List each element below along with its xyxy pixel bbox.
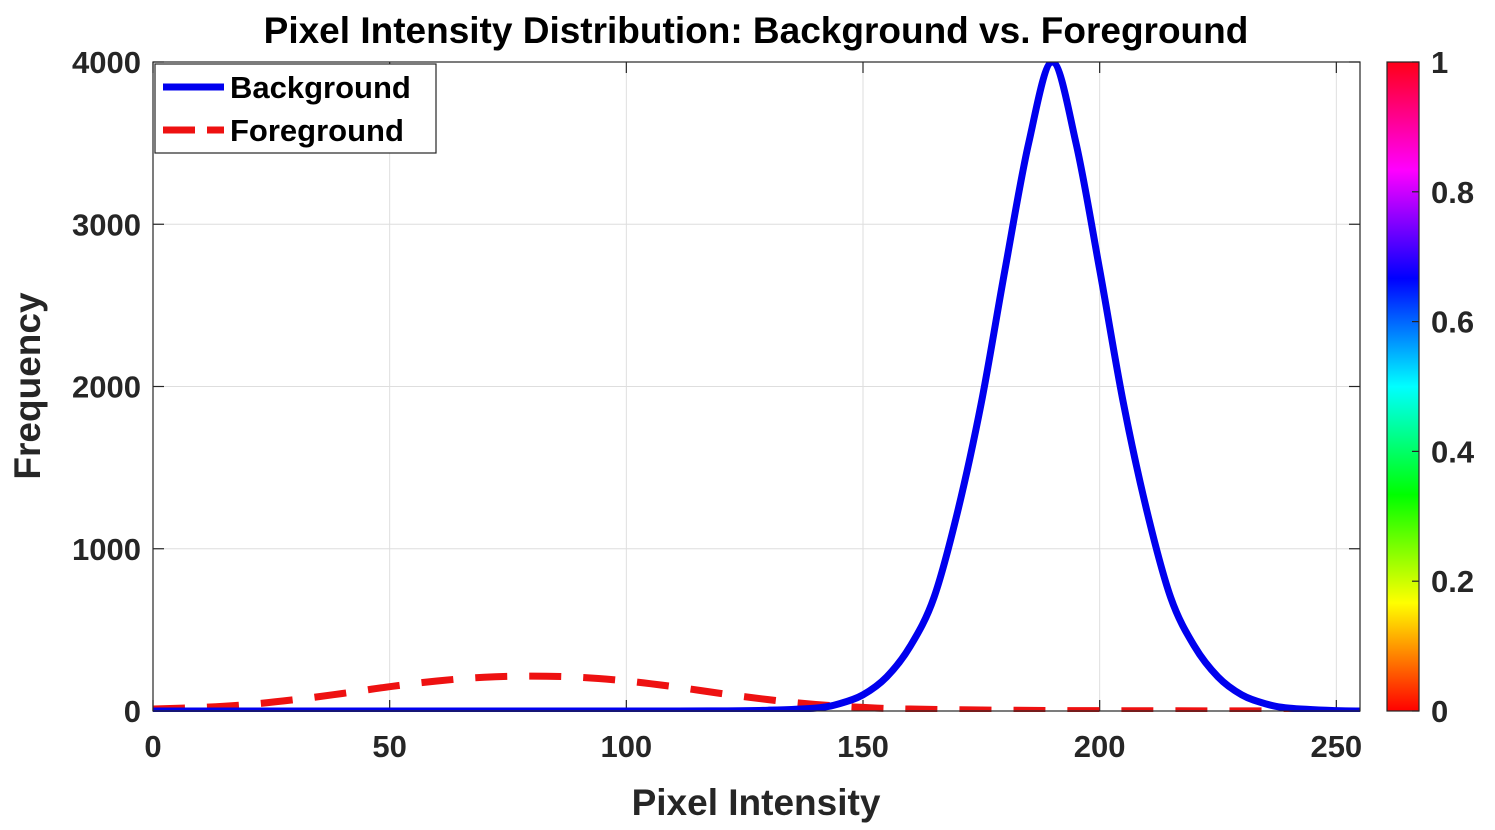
colorbar-gradient	[1386, 61, 1420, 712]
colorbar-tick-label: 0.2	[1431, 564, 1474, 599]
colorbar-tick-label: 0	[1431, 694, 1448, 729]
colorbar: 0 0.2 0.4 0.6 0.8 1	[1386, 45, 1475, 729]
series-line-background	[153, 62, 1360, 712]
x-axis-label: Pixel Intensity	[632, 782, 881, 823]
legend-box	[154, 63, 437, 154]
y-tick-labels: 0 1000 2000 3000 4000	[72, 45, 141, 729]
series-line-foreground	[153, 672, 1360, 712]
y-tick-label: 4000	[72, 45, 141, 80]
y-axis-label: Frequency	[7, 292, 48, 480]
x-tick-label: 50	[372, 729, 406, 764]
x-tick-label: 100	[600, 729, 652, 764]
colorbar-tick-label: 0.8	[1431, 175, 1474, 210]
y-tick-label: 1000	[72, 532, 141, 567]
x-tick-label: 150	[837, 729, 889, 764]
y-tick-label: 3000	[72, 207, 141, 242]
colorbar-tick-marks	[1412, 61, 1419, 712]
axes-frame	[152, 61, 1361, 712]
colorbar-tick-label: 0.6	[1431, 305, 1474, 340]
x-tick-label: 200	[1074, 729, 1126, 764]
y-tick-label: 2000	[72, 370, 141, 405]
legend-label-background: Background	[230, 70, 411, 105]
colorbar-tick-label: 1	[1431, 45, 1448, 80]
legend: Background Foreground	[154, 63, 437, 154]
colorbar-tick-labels: 0 0.2 0.4 0.6 0.8 1	[1431, 45, 1475, 729]
legend-label-foreground: Foreground	[230, 113, 404, 148]
colorbar-tick-label: 0.4	[1431, 434, 1475, 469]
x-tick-label: 250	[1310, 729, 1362, 764]
chart-title: Pixel Intensity Distribution: Background…	[264, 10, 1249, 51]
x-tick-labels: 0 50 100 150 200 250	[144, 729, 1362, 764]
y-tick-label: 0	[124, 694, 141, 729]
series-group	[153, 62, 1360, 712]
x-tick-label: 0	[144, 729, 161, 764]
